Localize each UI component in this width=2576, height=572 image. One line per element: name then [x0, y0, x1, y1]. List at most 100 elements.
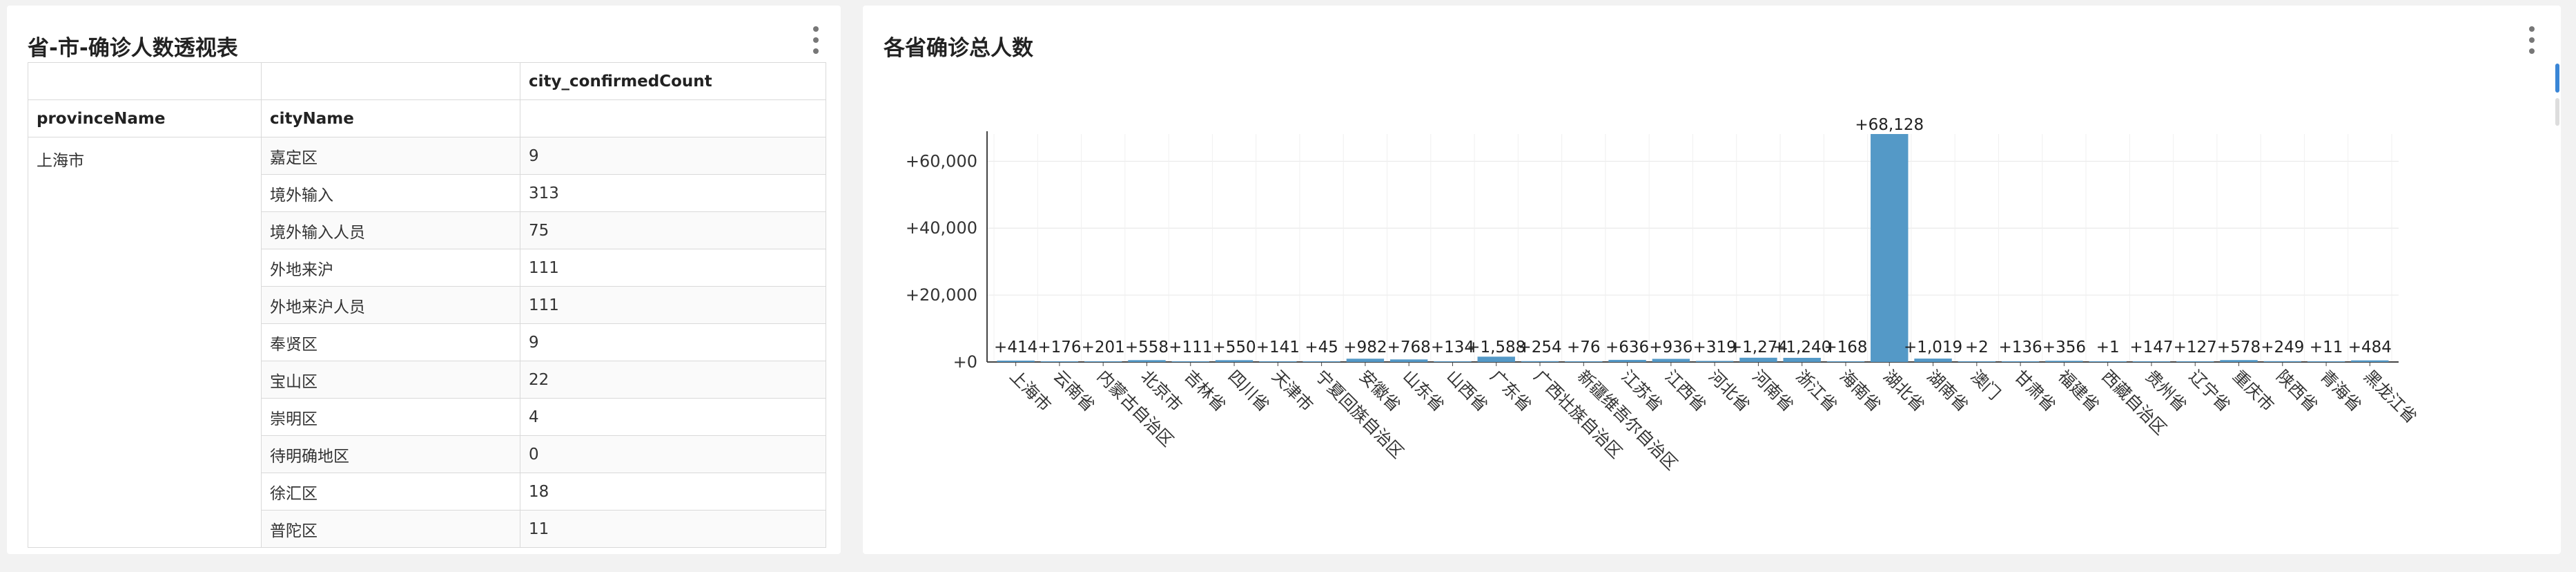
bar [1215, 360, 1253, 362]
vertical-scrollbar-thumb[interactable] [2555, 64, 2559, 93]
bar-value-label: +1,274 [1729, 339, 1788, 356]
bar-value-label: +111 [1169, 339, 1212, 356]
x-tick-label: 吉林省 [1181, 366, 1230, 415]
bar [2351, 360, 2389, 362]
x-tick-label: 山东省 [1399, 366, 1448, 415]
bar [2176, 361, 2214, 362]
x-tick-label: 黑龙江省 [2360, 366, 2421, 427]
x-tick-label: 云南省 [1050, 366, 1099, 415]
x-tick-label: 湖北省 [1880, 366, 1929, 415]
more-options-icon[interactable] [2528, 26, 2536, 54]
bar [1958, 361, 1996, 362]
bar [1565, 361, 1603, 362]
bar [1259, 361, 1297, 362]
bar-value-label: +201 [1082, 339, 1125, 356]
bar [1434, 361, 1472, 362]
bar-value-label: +127 [2174, 339, 2217, 356]
empty-header-cell [28, 62, 262, 100]
confirmed-count-cell: 4 [520, 398, 826, 436]
bar [1171, 361, 1209, 362]
bar-value-label: +136 [1999, 339, 2042, 356]
table-row: 奉贤区 9 [28, 323, 826, 361]
y-tick-label: +40,000 [906, 218, 977, 238]
bar [2263, 361, 2302, 362]
city-cell: 外地来沪人员 [261, 286, 520, 324]
bar-value-label: +45 [1305, 339, 1338, 356]
bar [2307, 361, 2345, 362]
pivot-table-title: 省-市-确诊人数透视表 [28, 36, 238, 61]
table-row: 普陀区 11 [28, 510, 826, 548]
pivot-table: city_confirmedCount provinceName cityNam… [28, 62, 826, 548]
bar [997, 360, 1035, 362]
x-tick-label: 海南省 [1836, 366, 1885, 415]
column-header-city-confirmed-count[interactable]: city_confirmedCount [520, 62, 826, 100]
bar [1826, 361, 1865, 362]
bar-chart-panel: 各省确诊总人数 +0 +20,000 +40,000 +60,000 +414 上海市 +1… [863, 6, 2561, 554]
city-cell: 境外输入 [261, 174, 520, 212]
x-tick-label: 内蒙古自治区 [1093, 366, 1178, 450]
x-tick-label: 江西省 [1661, 366, 1710, 415]
row-header-province-name[interactable]: provinceName [28, 99, 262, 137]
bar-value-label: +319 [1693, 339, 1737, 356]
table-row: 境外输入 313 [28, 174, 826, 212]
bar [2132, 361, 2171, 362]
bar [1084, 361, 1122, 362]
x-tick-label: 浙江省 [1792, 366, 1841, 415]
bar [2001, 361, 2040, 362]
table-row: 徐汇区 18 [28, 473, 826, 511]
x-tick-label: 河南省 [1748, 366, 1797, 415]
bar [1521, 361, 1559, 362]
city-cell: 境外输入人员 [261, 211, 520, 249]
bar-chart-title: 各省确诊总人数 [884, 36, 1033, 61]
bar-value-label: +936 [1649, 339, 1692, 356]
bar-value-label: +356 [2042, 339, 2086, 356]
bar [1302, 361, 1340, 362]
x-tick-label: 四川省 [1224, 366, 1274, 415]
bar-value-label: +1,588 [1467, 339, 1525, 356]
bar-value-label: +636 [1606, 339, 1649, 356]
x-tick-label: 上海市 [1006, 366, 1055, 415]
bar-value-label: +1 [2096, 339, 2120, 356]
table-row: 境外输入人员 75 [28, 211, 826, 249]
province-cell: 上海市 [28, 137, 262, 548]
city-cell: 奉贤区 [261, 323, 520, 361]
table-row: 宝山区 22 [28, 361, 826, 399]
x-tick-label: 天津市 [1268, 366, 1317, 415]
bar-value-label: +76 [1567, 339, 1601, 356]
bar-value-label: +484 [2348, 339, 2392, 356]
x-tick-label: 福建省 [2054, 366, 2103, 415]
bar-value-label: +768 [1387, 339, 1431, 356]
y-tick-label: +20,000 [906, 285, 977, 305]
bar [1346, 359, 1385, 362]
city-cell: 普陀区 [261, 510, 520, 548]
bar-value-label: +982 [1343, 339, 1387, 356]
table-row: 外地来沪 111 [28, 249, 826, 287]
bar [1040, 361, 1079, 362]
x-tick-label: 青海省 [2316, 366, 2365, 415]
bar [2220, 360, 2258, 362]
table-row: 崇明区 4 [28, 398, 826, 436]
bar-value-label: +2 [1965, 339, 1989, 356]
confirmed-count-cell: 18 [520, 473, 826, 511]
y-tick-label: +60,000 [906, 151, 977, 171]
bar-value-label: +11 [2310, 339, 2343, 356]
vertical-scrollbar-track[interactable] [2555, 98, 2559, 126]
bar-value-label: +147 [2129, 339, 2173, 356]
x-tick-label: 河北省 [1705, 366, 1754, 415]
x-tick-label: 湖南省 [1923, 366, 1972, 415]
more-options-icon[interactable] [812, 26, 820, 54]
table-header-row: city_confirmedCount [28, 62, 826, 100]
bar-value-label: +414 [994, 339, 1037, 356]
confirmed-count-cell: 9 [520, 137, 826, 175]
city-cell: 崇明区 [261, 398, 520, 436]
city-cell: 宝山区 [261, 361, 520, 399]
bar-value-label: +168 [1824, 339, 1867, 356]
bar-chart: +0 +20,000 +40,000 +60,000 +414 上海市 +176 云南省 +20… [906, 116, 2421, 474]
confirmed-count-cell: 75 [520, 211, 826, 249]
bar-value-label: +176 [1037, 339, 1081, 356]
row-header-city-name[interactable]: cityName [261, 99, 520, 137]
x-tick-label: 重庆市 [2229, 366, 2278, 415]
x-tick-label: 辽宁省 [2185, 366, 2234, 415]
x-tick-label: 广东省 [1486, 366, 1535, 415]
bar [1477, 356, 1515, 362]
